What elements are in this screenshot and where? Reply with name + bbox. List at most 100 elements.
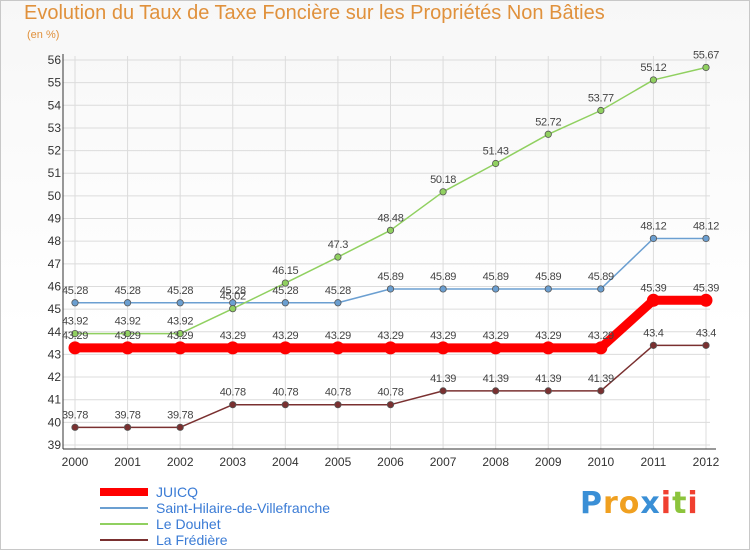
logo-letter: i [687, 486, 699, 521]
data-label: 41.39 [535, 373, 561, 385]
logo-letter: P [580, 486, 603, 521]
logo-letter: t [672, 486, 688, 521]
grid-lines [63, 56, 710, 449]
data-label: 43.29 [535, 330, 561, 342]
data-label: 39.78 [115, 409, 141, 421]
y-tick-label: 50 [48, 189, 62, 203]
x-tick-label: 2000 [62, 455, 89, 469]
y-tick-label: 51 [48, 166, 62, 180]
data-label: 45.28 [115, 285, 141, 297]
y-tick-label: 40 [48, 415, 62, 429]
data-label: 43.92 [115, 316, 141, 328]
proxiti-logo: Proxiti [580, 486, 699, 521]
y-tick-label: 49 [48, 212, 62, 226]
x-tick-label: 2011 [641, 455, 667, 469]
data-point [489, 341, 503, 355]
data-point [386, 226, 395, 234]
y-tick-label: 55 [48, 76, 62, 90]
data-point [281, 401, 289, 409]
data-label: 45.28 [220, 285, 246, 297]
data-label: 43.92 [167, 316, 193, 328]
data-point [597, 106, 605, 115]
y-tick-label: 42 [48, 370, 62, 384]
data-point [176, 299, 184, 307]
y-tick-label: 52 [48, 144, 62, 158]
x-tick-label: 2002 [167, 455, 194, 469]
y-tick-label: 53 [48, 121, 62, 135]
data-label: 55.67 [693, 49, 719, 61]
data-label: 50.18 [430, 174, 456, 186]
data-label: 43.29 [272, 330, 298, 342]
data-label: 45.89 [588, 271, 614, 283]
data-label: 48.12 [693, 220, 719, 232]
logo-letter: i [660, 486, 673, 521]
data-label: 43.29 [62, 330, 88, 342]
y-tick-label: 39 [48, 438, 62, 452]
data-label: 39.78 [62, 409, 88, 421]
legend: JUICQ Saint-Hilaire-de-Villefranche Le Dou… [100, 484, 330, 548]
data-label: 43.29 [220, 330, 246, 342]
data-point [439, 188, 447, 196]
data-point [649, 341, 658, 349]
data-label: 43.29 [483, 330, 509, 342]
data-point [544, 387, 552, 395]
data-point [386, 401, 395, 409]
data-label: 40.78 [220, 387, 246, 399]
legend-item: JUICQ [100, 484, 330, 500]
x-tick-label: 2005 [325, 455, 352, 469]
y-tick-label: 48 [48, 234, 62, 248]
legend-item: Le Douhet [100, 516, 330, 532]
legend-swatch [100, 488, 148, 496]
data-label: 51.43 [483, 145, 509, 157]
data-point [229, 305, 237, 313]
legend-swatch [100, 539, 148, 541]
data-point [226, 341, 240, 355]
data-labels: 43.29 43.29 43.29 43.29 43.29 43.29 43.29 43.29… [62, 49, 720, 421]
series-layer [68, 63, 713, 431]
y-tick-label: 56 [48, 53, 62, 67]
y-tick-label: 44 [48, 325, 62, 339]
legend-label: Saint-Hilaire-de-Villefranche [156, 500, 331, 516]
x-tick-label: 2001 [114, 455, 141, 469]
data-point [541, 341, 555, 355]
data-point [386, 285, 395, 293]
data-label: 53.77 [588, 93, 614, 105]
data-point [702, 341, 710, 349]
data-label: 48.12 [640, 220, 666, 232]
data-label: 47.3 [328, 239, 348, 251]
data-point [649, 234, 658, 243]
data-point [702, 234, 710, 243]
x-tick-label: 2007 [430, 455, 457, 469]
legend-swatch [100, 523, 148, 525]
data-point [439, 387, 447, 395]
data-label: 52.72 [535, 116, 561, 128]
legend-item: La Frédière [100, 532, 330, 548]
y-tick-label: 47 [48, 257, 62, 271]
data-point [71, 329, 79, 338]
data-point [229, 401, 237, 409]
data-label: 40.78 [272, 387, 298, 399]
data-point [649, 76, 658, 84]
data-point [123, 299, 132, 307]
data-point [597, 387, 605, 395]
data-point [278, 341, 292, 355]
data-point [492, 285, 500, 293]
data-point [699, 293, 713, 307]
data-label: 45.39 [693, 282, 719, 294]
data-point [173, 341, 187, 355]
data-point [334, 401, 342, 409]
data-point [123, 329, 132, 338]
y-tick-label: 46 [48, 279, 62, 293]
data-label: 43.29 [377, 330, 403, 342]
data-point [702, 63, 710, 72]
data-point [334, 253, 342, 261]
data-label: 45.28 [272, 285, 298, 297]
x-tick-label: 2009 [535, 455, 562, 469]
data-point [597, 285, 605, 293]
data-label: 45.02 [220, 291, 246, 303]
data-label: 43.29 [167, 330, 193, 342]
y-tick-label: 43 [48, 347, 62, 361]
legend-label: JUICQ [156, 484, 198, 500]
